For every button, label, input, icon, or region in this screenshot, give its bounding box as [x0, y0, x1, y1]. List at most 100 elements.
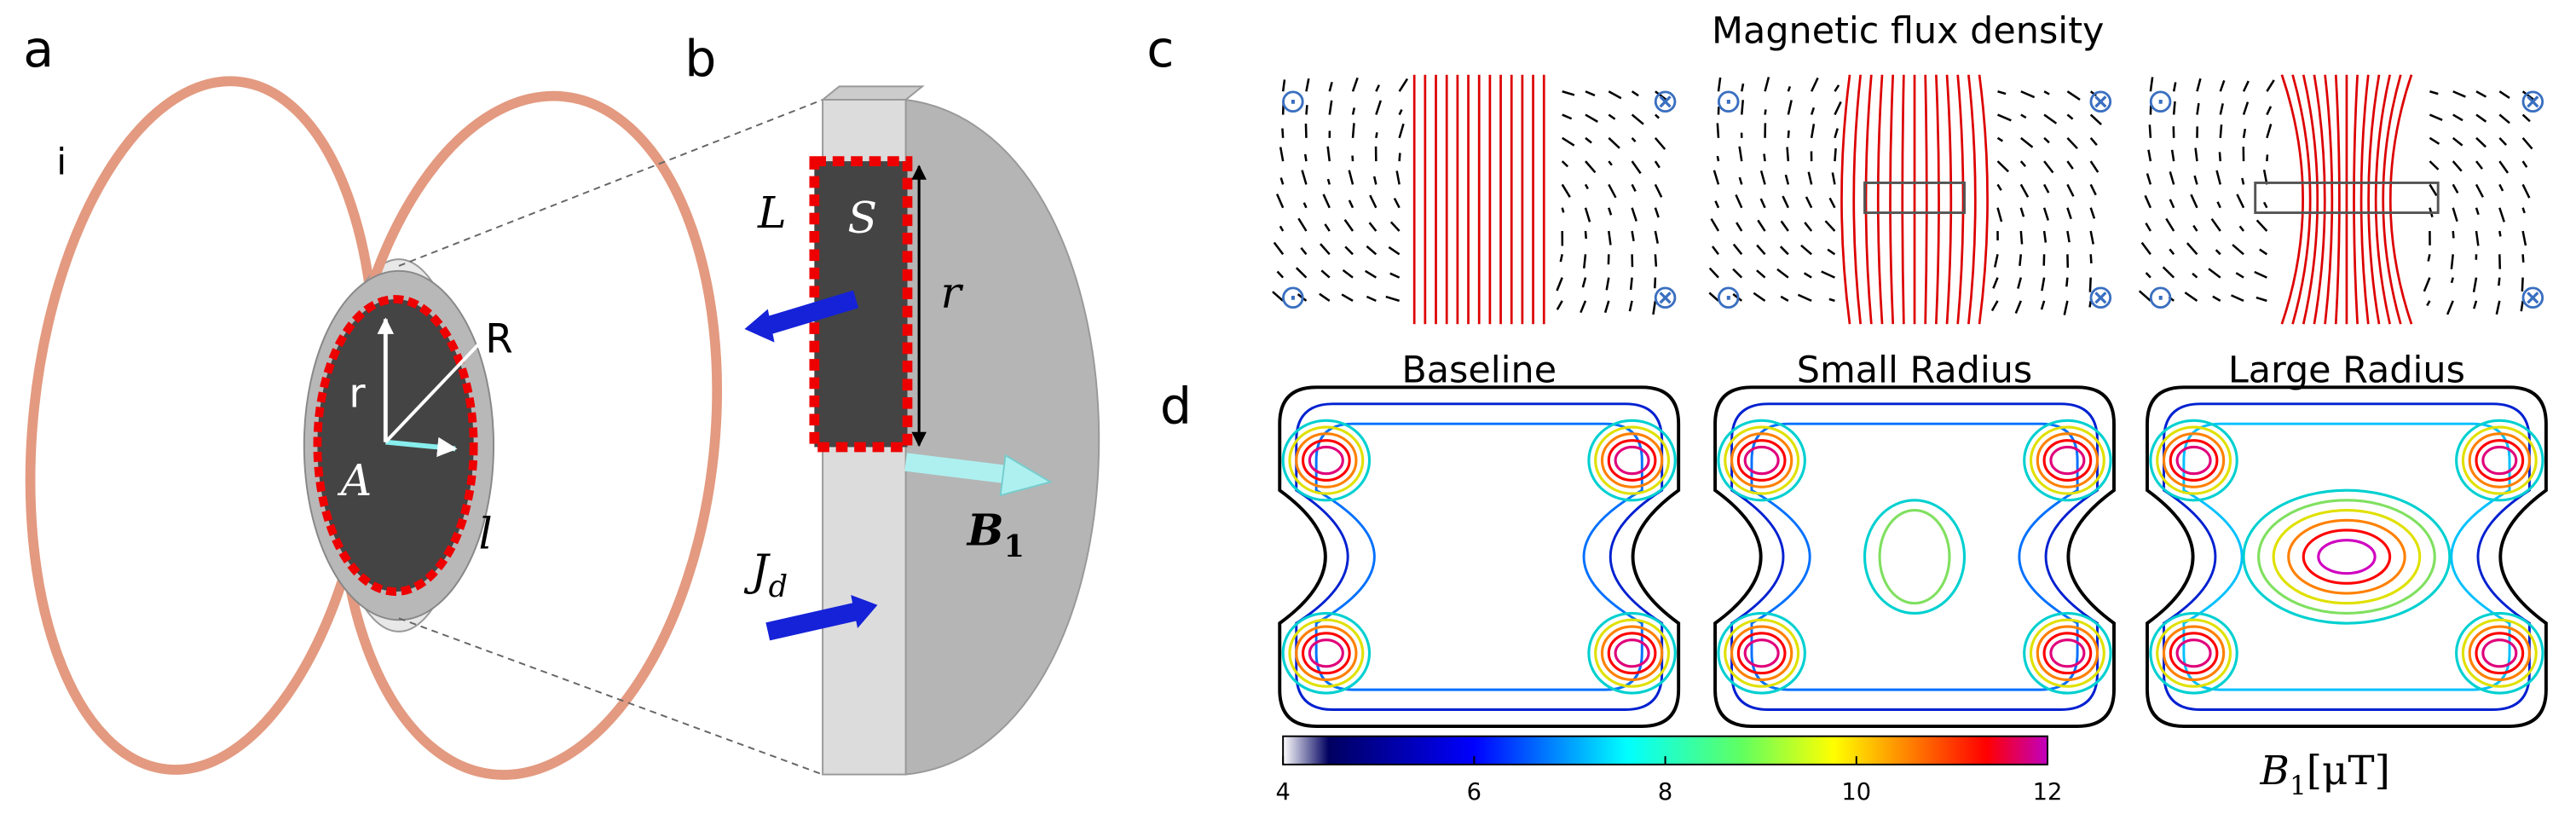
field-arrow [1279, 147, 1285, 162]
contour [2036, 625, 2099, 681]
field-arrow [2255, 296, 2267, 303]
field-arrow [2020, 90, 2036, 99]
field-arrow [1811, 77, 1819, 92]
field-arrow [1295, 267, 1308, 279]
contour [2182, 422, 2511, 691]
peak [1627, 456, 1637, 465]
field-arrow [2066, 207, 2072, 220]
field-arrow [1738, 176, 1743, 185]
field-arrow [2266, 79, 2275, 92]
current-symbol: ⊗ [2087, 278, 2115, 316]
field-arrow [2089, 160, 2099, 173]
contour [2036, 432, 2099, 488]
field-arrow [1273, 241, 1285, 256]
field-arrow [1562, 136, 1575, 147]
contour [2163, 402, 2531, 711]
contour [2302, 529, 2392, 585]
field-arrow [2019, 207, 2025, 217]
field-arrow [2423, 277, 2431, 292]
field-arrow [2521, 90, 2534, 101]
field-arrow [2147, 149, 2152, 162]
flux-line [2324, 74, 2334, 325]
field-arrow [2089, 183, 2097, 196]
flux-line [1852, 74, 1863, 325]
field-arrow [1326, 146, 1331, 162]
current-symbol: ⊗ [2519, 278, 2547, 316]
field-arrow [2066, 160, 2074, 170]
field-arrow [1585, 113, 1598, 123]
field-arrow [2043, 113, 2058, 124]
field-arrow [1810, 107, 1816, 115]
field-arrow [1834, 147, 1837, 162]
field-arrow [2065, 277, 2069, 287]
symbol: B [966, 504, 1004, 555]
field-arrow [1366, 295, 1377, 303]
peak [2063, 456, 2072, 465]
field-arrow [2212, 295, 2221, 302]
field-arrow [1580, 300, 1587, 314]
contour [1614, 638, 1650, 668]
field-arrow [1302, 202, 1308, 209]
current-symbol: ⊗ [1651, 82, 1679, 120]
field-arrow [1631, 136, 1637, 142]
field-arrow [1787, 130, 1790, 138]
field-arrow [2089, 230, 2094, 245]
field-arrow [2042, 183, 2050, 194]
case-label: Baseline [1401, 349, 1557, 391]
field-arrow [2043, 90, 2050, 95]
flux-line [2280, 74, 2304, 325]
subscript: 1 [1004, 529, 1025, 564]
contour [2049, 638, 2086, 668]
current-symbol: ⊙ [1279, 82, 1308, 120]
field-arrow [1603, 300, 1610, 314]
slab-top [820, 85, 925, 101]
field-arrow [1608, 160, 1613, 166]
field-arrow [2450, 277, 2454, 284]
field-arrow [2020, 113, 2027, 119]
field-arrow [2169, 248, 2175, 256]
field-arrow [2452, 207, 2458, 222]
field-arrow [1561, 183, 1571, 198]
field-arrow [2498, 90, 2510, 100]
field-arrow [1992, 277, 1999, 289]
field-arrow [1732, 268, 1743, 279]
field-arrow [1279, 177, 1285, 185]
field-arrow [2196, 78, 2202, 92]
field-arrow [1804, 222, 1813, 232]
field-arrow [1398, 123, 1405, 139]
field-arrow [1756, 269, 1766, 279]
field-arrow [1276, 270, 1285, 279]
field-arrow [1834, 101, 1842, 116]
field-arrow [1320, 269, 1331, 279]
field-arrow [2019, 160, 2027, 167]
peak [1321, 456, 1331, 465]
field-arrow [1585, 90, 1596, 97]
field-arrow [1562, 90, 1575, 96]
field-arrow [2149, 77, 2154, 92]
field-arrow [2162, 266, 2175, 279]
contour [1587, 419, 1677, 502]
contour [1743, 638, 1780, 668]
contour [2175, 638, 2212, 668]
field-arrow [1800, 244, 1812, 256]
field-arrow [1369, 194, 1378, 209]
field-arrow [2262, 201, 2268, 209]
field-arrow [1319, 292, 1331, 302]
field-arrow [1787, 86, 1792, 92]
field-arrow [2475, 230, 2480, 246]
field-arrow [2063, 300, 2069, 315]
peak [1321, 649, 1331, 658]
field-arrow [2450, 254, 2454, 269]
field-arrow [2184, 292, 2198, 302]
field-arrow [1398, 153, 1401, 162]
flux-line [2388, 74, 2413, 325]
field-arrow [2043, 136, 2050, 144]
current-symbol: ⊙ [2146, 278, 2175, 316]
field-arrow [1559, 254, 1563, 263]
field-arrow [1366, 245, 1378, 256]
field-arrow [1631, 183, 1637, 193]
field-arrow [2138, 290, 2151, 302]
flux-line [2382, 74, 2402, 325]
field-arrow [1605, 277, 1610, 291]
label-r: r [349, 372, 366, 418]
